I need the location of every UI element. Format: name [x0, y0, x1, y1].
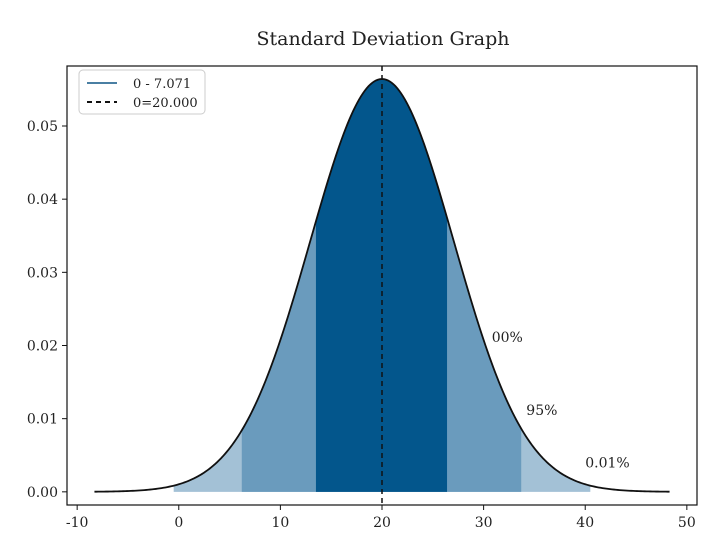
- legend-label-mean: 0=20.000: [133, 96, 198, 111]
- annotation-label: 00%: [492, 330, 523, 346]
- x-tick-label: 20: [373, 515, 391, 531]
- annotation-label: 0.01%: [585, 456, 629, 472]
- y-tick-label: 0.01: [27, 412, 58, 428]
- legend: 0 - 7.071 0=20.000: [78, 69, 206, 115]
- x-tick-label: 50: [678, 515, 696, 531]
- y-tick-label: 0.02: [27, 338, 58, 354]
- y-tick-label: 0.05: [27, 119, 58, 135]
- annotation-label: 95%: [526, 403, 557, 419]
- x-tick-label: 30: [475, 515, 493, 531]
- chart-title: Standard Deviation Graph: [256, 28, 509, 50]
- y-tick-label: 0.03: [27, 265, 58, 281]
- legend-label-std: 0 - 7.071: [133, 77, 191, 92]
- x-tick-label: -10: [66, 515, 89, 531]
- y-tick-label: 0.04: [27, 192, 58, 208]
- legend-box: [78, 69, 206, 115]
- x-tick-label: 0: [174, 515, 183, 531]
- y-tick-label: 0.00: [27, 485, 58, 501]
- x-tick-label: 40: [576, 515, 594, 531]
- x-tick-label: 10: [271, 515, 289, 531]
